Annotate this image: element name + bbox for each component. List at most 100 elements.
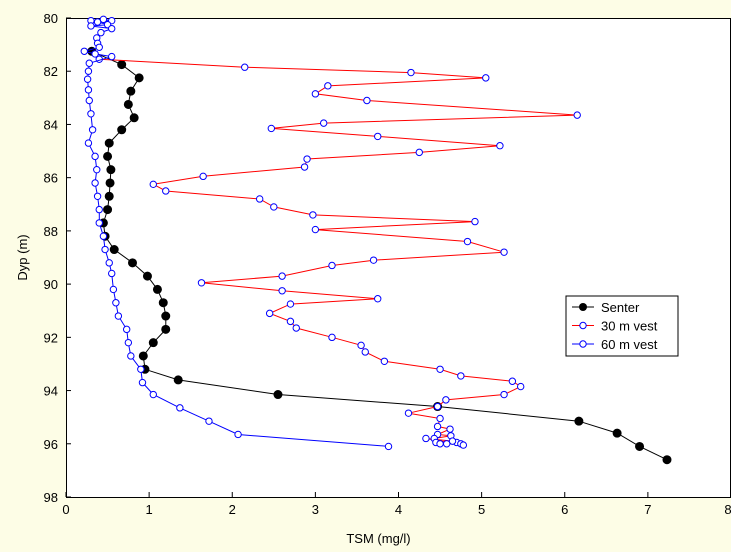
data-point	[117, 60, 127, 70]
y-tick-label: 86	[44, 171, 58, 186]
data-point	[149, 180, 157, 189]
data-point	[422, 434, 430, 443]
plot-area	[66, 18, 731, 498]
data-point	[108, 52, 116, 61]
data-point	[101, 245, 109, 254]
data-point	[278, 272, 286, 280]
data-point	[267, 124, 276, 133]
data-point	[91, 152, 99, 161]
data-point	[99, 232, 108, 240]
data-point	[436, 365, 444, 373]
data-point	[357, 341, 365, 350]
data-point	[300, 163, 309, 171]
data-point	[97, 28, 105, 37]
data-point	[278, 287, 286, 295]
x-tick-label: 3	[312, 502, 319, 517]
data-point	[500, 390, 508, 399]
data-point	[80, 47, 88, 55]
data-point	[255, 195, 264, 203]
data-point	[152, 284, 162, 294]
data-point	[162, 187, 170, 195]
data-point	[95, 43, 103, 51]
data-point	[328, 261, 336, 270]
data-point	[265, 309, 274, 318]
data-point	[117, 125, 127, 135]
data-point	[114, 312, 123, 320]
data-point	[311, 225, 320, 234]
data-point	[433, 422, 442, 431]
legend-label: 30 m vest	[601, 319, 658, 334]
data-point	[197, 279, 206, 287]
data-point	[109, 245, 119, 255]
series-60-m-vest	[80, 15, 393, 451]
x-tick-label: 0	[62, 502, 69, 517]
data-point	[234, 430, 242, 439]
data-point	[574, 416, 584, 426]
data-point	[319, 119, 328, 127]
data-point	[84, 139, 93, 147]
data-point	[91, 50, 99, 58]
data-point	[328, 333, 336, 342]
data-point	[95, 219, 103, 227]
y-tick-label: 90	[44, 277, 58, 292]
data-point	[122, 325, 131, 334]
data-point	[176, 404, 184, 412]
data-point	[87, 110, 95, 118]
data-point	[124, 338, 133, 347]
data-point	[448, 437, 457, 445]
data-point	[433, 402, 442, 411]
legend-label: Senter	[601, 300, 640, 315]
x-tick-label: 8	[724, 502, 731, 517]
data-point	[496, 142, 504, 150]
data-point	[149, 390, 157, 399]
data-point	[83, 75, 92, 83]
data-point	[573, 111, 581, 119]
data-point	[286, 317, 295, 326]
y-tick-label: 84	[44, 117, 58, 132]
data-point	[516, 382, 525, 391]
data-point	[127, 352, 135, 360]
data-point	[273, 390, 283, 400]
data-point	[363, 96, 371, 105]
data-point	[374, 132, 382, 141]
data-point	[311, 90, 320, 98]
data-point	[104, 138, 114, 148]
data-point	[128, 258, 137, 268]
data-point	[85, 96, 93, 105]
data-point	[635, 441, 645, 451]
x-tick-label: 1	[146, 502, 153, 517]
data-point	[508, 377, 517, 385]
x-tick-label: 5	[478, 502, 485, 517]
data-point	[126, 86, 136, 96]
data-point	[369, 256, 378, 264]
data-point	[384, 442, 393, 451]
data-point	[270, 203, 278, 211]
legend-swatch-marker	[579, 321, 587, 330]
data-point	[482, 74, 490, 82]
data-point	[457, 372, 465, 380]
data-point	[138, 351, 148, 361]
data-point	[84, 67, 93, 75]
data-point	[134, 73, 144, 83]
data-point	[112, 299, 120, 307]
y-tick-label: 80	[44, 11, 58, 26]
data-point	[84, 86, 93, 94]
y-tick-label: 98	[44, 490, 58, 505]
data-point	[148, 338, 158, 348]
y-tick-label: 92	[44, 330, 58, 345]
series-layer	[80, 15, 672, 465]
data-point	[662, 455, 672, 465]
data-point	[103, 151, 113, 161]
data-point	[374, 295, 382, 303]
y-tick-label: 82	[44, 64, 58, 79]
data-point	[612, 428, 622, 438]
data-point	[85, 59, 93, 67]
data-point	[93, 192, 102, 200]
x-tick-label: 4	[395, 502, 402, 517]
legend-swatch-marker	[579, 303, 587, 311]
data-point	[309, 211, 317, 219]
data-point	[286, 300, 295, 308]
data-point	[415, 148, 423, 157]
data-point	[471, 217, 479, 226]
data-point	[161, 311, 171, 321]
